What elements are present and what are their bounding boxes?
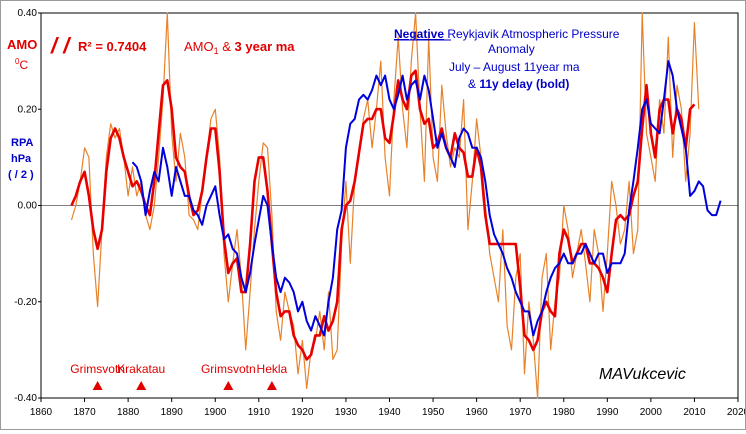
y-tick-label: 0.00 (18, 201, 38, 212)
series-group (70, 12, 722, 399)
amo-unit-label: 0C (15, 57, 28, 72)
amo-3yr-ma-line (70, 69, 696, 361)
x-tick-label: 1880 (117, 407, 140, 418)
y-tick-label: 0.40 (18, 8, 38, 19)
rpa-legend-line4: & 11y delay (bold) (468, 77, 569, 91)
x-axis-ticks: 1860 1870 1880 1890 1900 1910 1920 1930 1940 1950… (30, 398, 746, 418)
volcano-triangle-icon (92, 381, 103, 390)
x-tick-label: 1910 (248, 407, 271, 418)
rpa-legend-line2: Anomaly (488, 42, 535, 56)
rpa-legend-line1: Negative Reykjavik Atmospheric Pressure (394, 27, 620, 41)
x-tick-label: 2010 (683, 407, 706, 418)
signature: MAVukcevic (599, 366, 686, 383)
volcano-label: Grimsvotn (70, 362, 125, 376)
x-tick-label: 2020 (727, 407, 745, 418)
amo-annual-line (70, 12, 700, 399)
x-tick-label: 1980 (553, 407, 576, 418)
rpa-legend-line3: July – August 11year ma (449, 60, 580, 74)
x-tick-label: 1950 (422, 407, 445, 418)
volcano-label: Krakatau (117, 362, 165, 376)
x-tick-label: 1970 (509, 407, 532, 418)
x-tick-label: 2000 (640, 407, 663, 418)
volcano-label: Hekla (257, 362, 288, 376)
x-tick-label: 1940 (378, 407, 401, 418)
x-tick-label: 1860 (30, 407, 53, 418)
x-tick-label: 1870 (73, 407, 96, 418)
rpa-negative-11yr-line (131, 60, 722, 337)
volcano-triangle-icon (266, 381, 277, 390)
r2-slashes: / / (50, 33, 72, 58)
x-tick-label: 1960 (466, 407, 489, 418)
amo-legend: AMO1 & 3 year ma (184, 39, 295, 56)
y-tick-label: 0.20 (18, 104, 38, 115)
x-tick-label: 1930 (335, 407, 358, 418)
volcano-label: Grimsvotn (201, 362, 256, 376)
amo-label: AMO (7, 37, 37, 52)
x-tick-label: 1890 (161, 407, 184, 418)
y-axis-ticks: 0.40 0.20 0.00 -0.20 -0.40 (14, 8, 41, 404)
volcano-triangle-icon (136, 381, 147, 390)
rpa-unit-label: hPa (11, 153, 32, 165)
r2-label: R² = 0.7404 (78, 39, 147, 54)
x-tick-label: 1920 (291, 407, 314, 418)
y-tick-label: -0.20 (14, 297, 37, 308)
x-tick-label: 1900 (204, 407, 227, 418)
rpa-label: RPA (11, 137, 33, 149)
y-tick-label: -0.40 (14, 393, 37, 404)
volcano-triangle-icon (223, 381, 234, 390)
rpa-divisor-label: ( / 2 ) (8, 169, 34, 181)
x-tick-label: 1990 (596, 407, 619, 418)
